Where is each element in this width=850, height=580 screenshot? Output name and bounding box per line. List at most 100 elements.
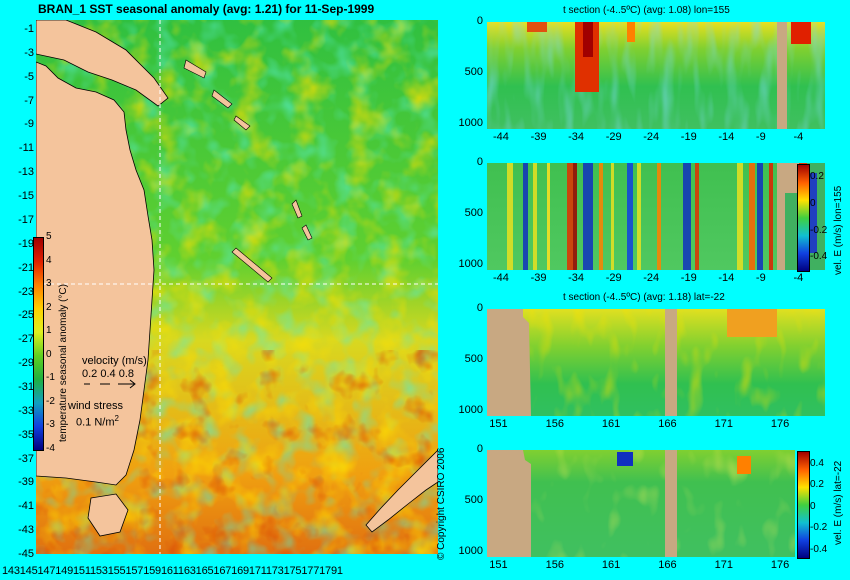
velocity-colorbar-tick: -0.2 xyxy=(810,522,828,534)
australia-landmass xyxy=(36,61,155,486)
lat-tick-label: -23 xyxy=(18,285,34,298)
panel4-colorbar xyxy=(797,451,810,559)
map-title: BRAN_1 SST seasonal anomaly (avg: 1.21) … xyxy=(38,2,375,16)
new-zealand-landmass xyxy=(365,449,438,533)
sst-anomaly-map xyxy=(36,20,438,554)
new-guinea-landmass xyxy=(36,20,169,107)
lat-tick-label: -25 xyxy=(18,309,34,322)
wind-legend-label: wind stress xyxy=(68,400,124,412)
x-tick-label: -14 xyxy=(718,131,735,143)
velocity-band xyxy=(523,163,528,270)
velocity-colorbar-tick: 0.2 xyxy=(810,479,824,491)
velocity-band xyxy=(611,163,614,270)
x-tick-label: -19 xyxy=(680,272,697,284)
y-tick-label: 500 xyxy=(464,206,483,219)
velocity-colorbar-tick: -0.4 xyxy=(810,543,828,555)
lat-tick-label: -41 xyxy=(18,500,34,513)
lat-tick-label: -15 xyxy=(18,190,34,203)
wind-legend-scale: 0.1 N/m2 xyxy=(76,414,119,429)
x-tick-label: -19 xyxy=(680,131,697,143)
x-tick-label: 161 xyxy=(601,559,621,571)
panel1-title: t section (-4..5ºC) (avg: 1.08) lon=155 xyxy=(563,5,730,16)
y-tick-label: 1000 xyxy=(458,544,483,557)
colorbar-tick-label: 3 xyxy=(46,278,52,290)
x-tick-label: -34 xyxy=(568,131,585,143)
velocity-band xyxy=(573,163,577,270)
y-tick-label: 0 xyxy=(476,15,483,27)
colorbar-tick-label: 2 xyxy=(46,301,52,313)
x-tick-label: -29 xyxy=(605,272,622,284)
map-lon-ticks: 1431451471491511531551571591611631651671… xyxy=(2,565,343,577)
tasmania-landmass xyxy=(87,493,129,537)
x-tick-label: -24 xyxy=(643,131,660,143)
y-tick-label: 500 xyxy=(464,65,483,78)
panel2-velocity-section xyxy=(487,163,785,270)
panel4-side-label: vel. E (m/s) lat=-22 xyxy=(833,460,844,545)
copyright-text: © Copyright CSIRO 2006 xyxy=(436,447,447,560)
x-tick-label: 176 xyxy=(770,418,790,430)
colorbar-label: temperature seasonal anomaly (°C) xyxy=(58,284,69,442)
velocity-band xyxy=(683,163,691,270)
velocity-band xyxy=(507,163,513,270)
y-tick-label: 0 xyxy=(476,156,483,168)
velocity-colorbar-tick: 0 xyxy=(810,197,816,209)
y-tick-label: 1000 xyxy=(458,116,483,129)
panel3-temp-section xyxy=(487,309,825,416)
velocity-band xyxy=(637,163,641,270)
velocity-band xyxy=(769,163,773,270)
velocity-legend-label: velocity (m/s) xyxy=(82,355,147,367)
x-tick-label: 171 xyxy=(714,418,733,430)
colorbar-tick-label: -2 xyxy=(46,395,55,407)
anomaly-colorbar xyxy=(33,237,44,451)
lat-tick-label: -9 xyxy=(24,118,34,131)
y-tick-label: 1000 xyxy=(458,257,483,270)
velocity-band xyxy=(599,163,603,270)
x-tick-label: -9 xyxy=(755,272,766,284)
lat-tick-label: -7 xyxy=(24,94,34,107)
x-tick-label: -14 xyxy=(718,272,735,284)
y-tick-label: 0 xyxy=(476,302,483,314)
lat-tick-label: -11 xyxy=(18,142,34,155)
lat-tick-label: -29 xyxy=(18,357,34,370)
x-tick-label: 171 xyxy=(714,559,733,571)
lat-tick-label: -39 xyxy=(18,476,34,489)
colorbar-tick-label: -1 xyxy=(46,372,55,384)
lat-tick-label: -19 xyxy=(18,237,34,250)
x-tick-label: 151 xyxy=(489,559,508,571)
lat-tick-label: -37 xyxy=(18,452,34,465)
colorbar-tick-label: -3 xyxy=(46,419,55,431)
x-tick-label: 151 xyxy=(489,418,508,430)
x-tick-label: 176 xyxy=(770,559,790,571)
y-tick-label: 1000 xyxy=(458,403,483,416)
lat-tick-label: -35 xyxy=(18,428,34,441)
velocity-band xyxy=(567,163,573,270)
x-tick-label: 156 xyxy=(545,559,564,571)
colorbar-tick-label: 1 xyxy=(46,325,52,337)
panel2-side-label: vel. E (m/s) lon=155 xyxy=(833,185,844,275)
velocity-colorbar-tick: 0 xyxy=(810,500,816,512)
panel1-temp-section xyxy=(487,22,825,129)
velocity-arrows-icon xyxy=(84,379,136,389)
lat-tick-label: -21 xyxy=(18,261,34,274)
panel2-colorbar xyxy=(797,164,810,272)
x-tick-label: 161 xyxy=(601,418,621,430)
colorbar-tick-label: -4 xyxy=(46,443,55,454)
vanuatu-islands xyxy=(291,199,313,241)
colorbar-tick-label: 0 xyxy=(46,348,52,360)
x-tick-label: -44 xyxy=(493,272,509,284)
velocity-band xyxy=(627,163,633,270)
velocity-band xyxy=(695,163,699,270)
lat-tick-label: -45 xyxy=(18,548,34,560)
velocity-band xyxy=(749,163,755,270)
velocity-band xyxy=(757,163,763,270)
x-tick-label: 156 xyxy=(545,418,564,430)
velocity-band xyxy=(737,163,743,270)
x-tick-label: 166 xyxy=(658,559,677,571)
velocity-band xyxy=(533,163,537,270)
lat-tick-label: -27 xyxy=(18,333,34,346)
lat-tick-label: -31 xyxy=(18,380,34,393)
lat-tick-label: -5 xyxy=(24,70,34,83)
lat-tick-label: -1 xyxy=(24,23,34,35)
panel3-title: t section (-4..5ºC) (avg: 1.18) lat=-22 xyxy=(563,292,725,303)
velocity-band xyxy=(657,163,661,270)
